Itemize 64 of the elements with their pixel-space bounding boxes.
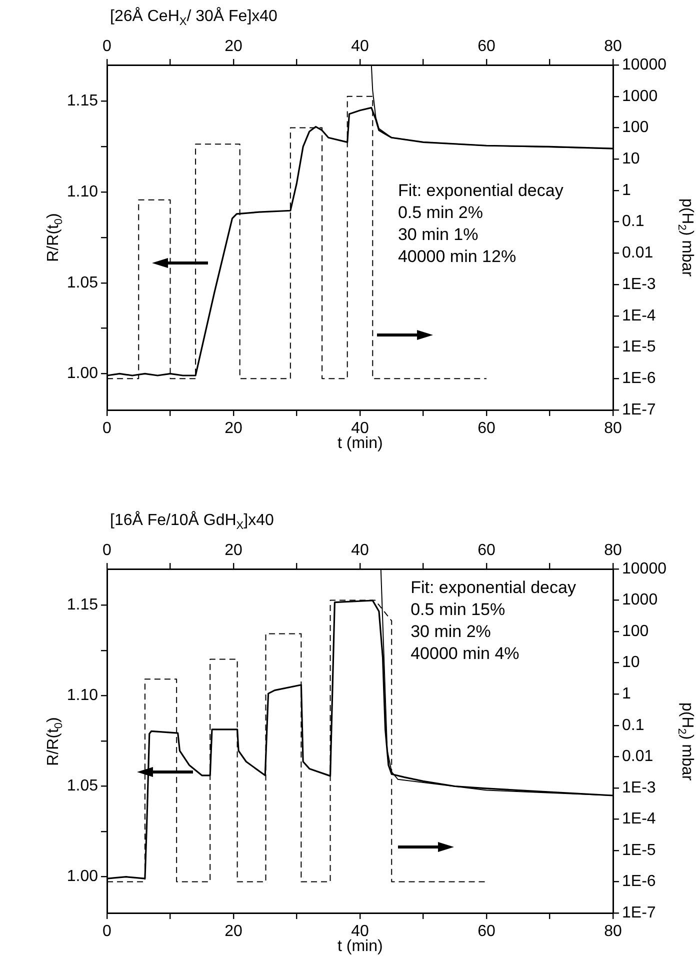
y-tick-label: 1.10	[66, 687, 98, 704]
y2-tick-label: 1E-6	[622, 370, 656, 388]
y2-tick-label: 1E-5	[622, 842, 656, 859]
x2-tick-label: 80	[604, 923, 622, 940]
y2-tick-label: 0.01	[622, 244, 654, 262]
x-tick-label: 0	[102, 420, 112, 438]
y2-tick-label: 1E-4	[622, 307, 656, 324]
chart-title: [26Å CeH$_{X}$/ 30Å Fe]x40	[110, 8, 278, 28]
y2-tick-label: 1	[622, 685, 631, 702]
x2-tick-label: 20	[224, 923, 242, 940]
y2-tick-label: 1E-3	[622, 779, 656, 796]
y-tick-label: 1.05	[66, 274, 98, 292]
x2-tick-label: 40	[351, 38, 369, 55]
annotation: 40000 min 4%	[410, 644, 520, 664]
x-tick-label: 40	[351, 542, 369, 559]
x2-tick-label: 0	[102, 38, 112, 55]
y2-tick-label: 1E-6	[622, 873, 656, 890]
x2-tick-label: 20	[224, 38, 242, 55]
y2-tick-label: 10	[622, 150, 640, 168]
y-tick-label: 1.05	[66, 778, 98, 795]
chart-title: [16Å Fe/10Å GdH$_{X}$]x40	[110, 512, 274, 532]
annotation: 30 min 1%	[398, 225, 478, 244]
y2-tick-label: 100	[622, 119, 649, 136]
y2-tick-label: 10000	[622, 56, 667, 74]
x-axis-title: t (min)	[338, 435, 383, 452]
annotation: Fit: exponential decay	[410, 578, 576, 598]
y-tick-label: 1.00	[66, 365, 98, 382]
y-tick-label: 1.15	[66, 596, 98, 614]
y2-tick-label: 1E-3	[622, 276, 656, 293]
y2-tick-label: 10000	[622, 560, 667, 578]
annotation: Fit: exponential decay	[398, 181, 564, 200]
x-tick-label: 20	[224, 420, 242, 438]
y2-tick-label: 1E-7	[622, 904, 656, 922]
y2-tick-label: 0.1	[622, 213, 644, 230]
annotation: 40000 min 12%	[398, 247, 516, 266]
x-tick-label: 80	[604, 542, 622, 559]
x2-tick-label: 60	[478, 38, 496, 55]
x-axis-title: t (min)	[338, 938, 383, 955]
x-tick-label: 60	[478, 420, 496, 438]
x-tick-label: 0	[102, 542, 112, 559]
y2-tick-label: 100	[622, 622, 649, 640]
y-tick-label: 1.15	[66, 92, 98, 110]
y2-tick-label: 1	[622, 182, 631, 199]
x2-tick-label: 40	[351, 923, 369, 940]
y-tick-label: 1.00	[66, 868, 98, 886]
annotation: 30 min 2%	[410, 622, 491, 642]
y-tick-label: 1.10	[66, 184, 98, 201]
y2-tick-label: 1000	[622, 88, 658, 105]
y2-tick-label: 10	[622, 654, 640, 672]
x-tick-label: 80	[604, 420, 622, 438]
x2-tick-label: 0	[102, 923, 112, 940]
y2-tick-label: 0.01	[622, 748, 654, 766]
x2-tick-label: 60	[478, 923, 496, 940]
y2-tick-label: 1E-4	[622, 810, 656, 828]
x2-tick-label: 80	[604, 38, 622, 55]
x-tick-label: 20	[224, 542, 242, 559]
y2-tick-label: 1000	[622, 592, 658, 609]
x-tick-label: 60	[478, 542, 496, 559]
y2-tick-label: 0.1	[622, 716, 644, 734]
y2-tick-label: 1E-5	[622, 338, 656, 356]
annotation: 0.5 min 2%	[398, 203, 483, 222]
x-tick-label: 40	[351, 420, 369, 438]
annotation: 0.5 min 15%	[410, 600, 506, 620]
y2-tick-label: 1E-7	[622, 401, 656, 418]
